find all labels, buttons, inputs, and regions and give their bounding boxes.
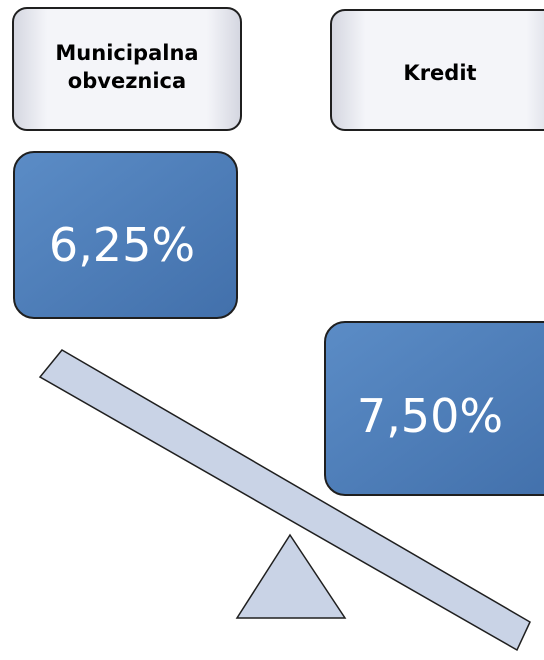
rate-box	[13, 151, 238, 319]
rate-box	[324, 321, 544, 496]
label: obveznica	[68, 69, 186, 93]
label-box	[330, 9, 544, 131]
label-box	[12, 7, 242, 131]
plank	[38, 349, 531, 652]
label: Municipalna	[55, 41, 198, 65]
fulcrum	[235, 533, 347, 619]
label: Kredit	[403, 61, 476, 85]
rate: 7,50%	[357, 389, 503, 443]
rate: 6,25%	[49, 218, 195, 272]
